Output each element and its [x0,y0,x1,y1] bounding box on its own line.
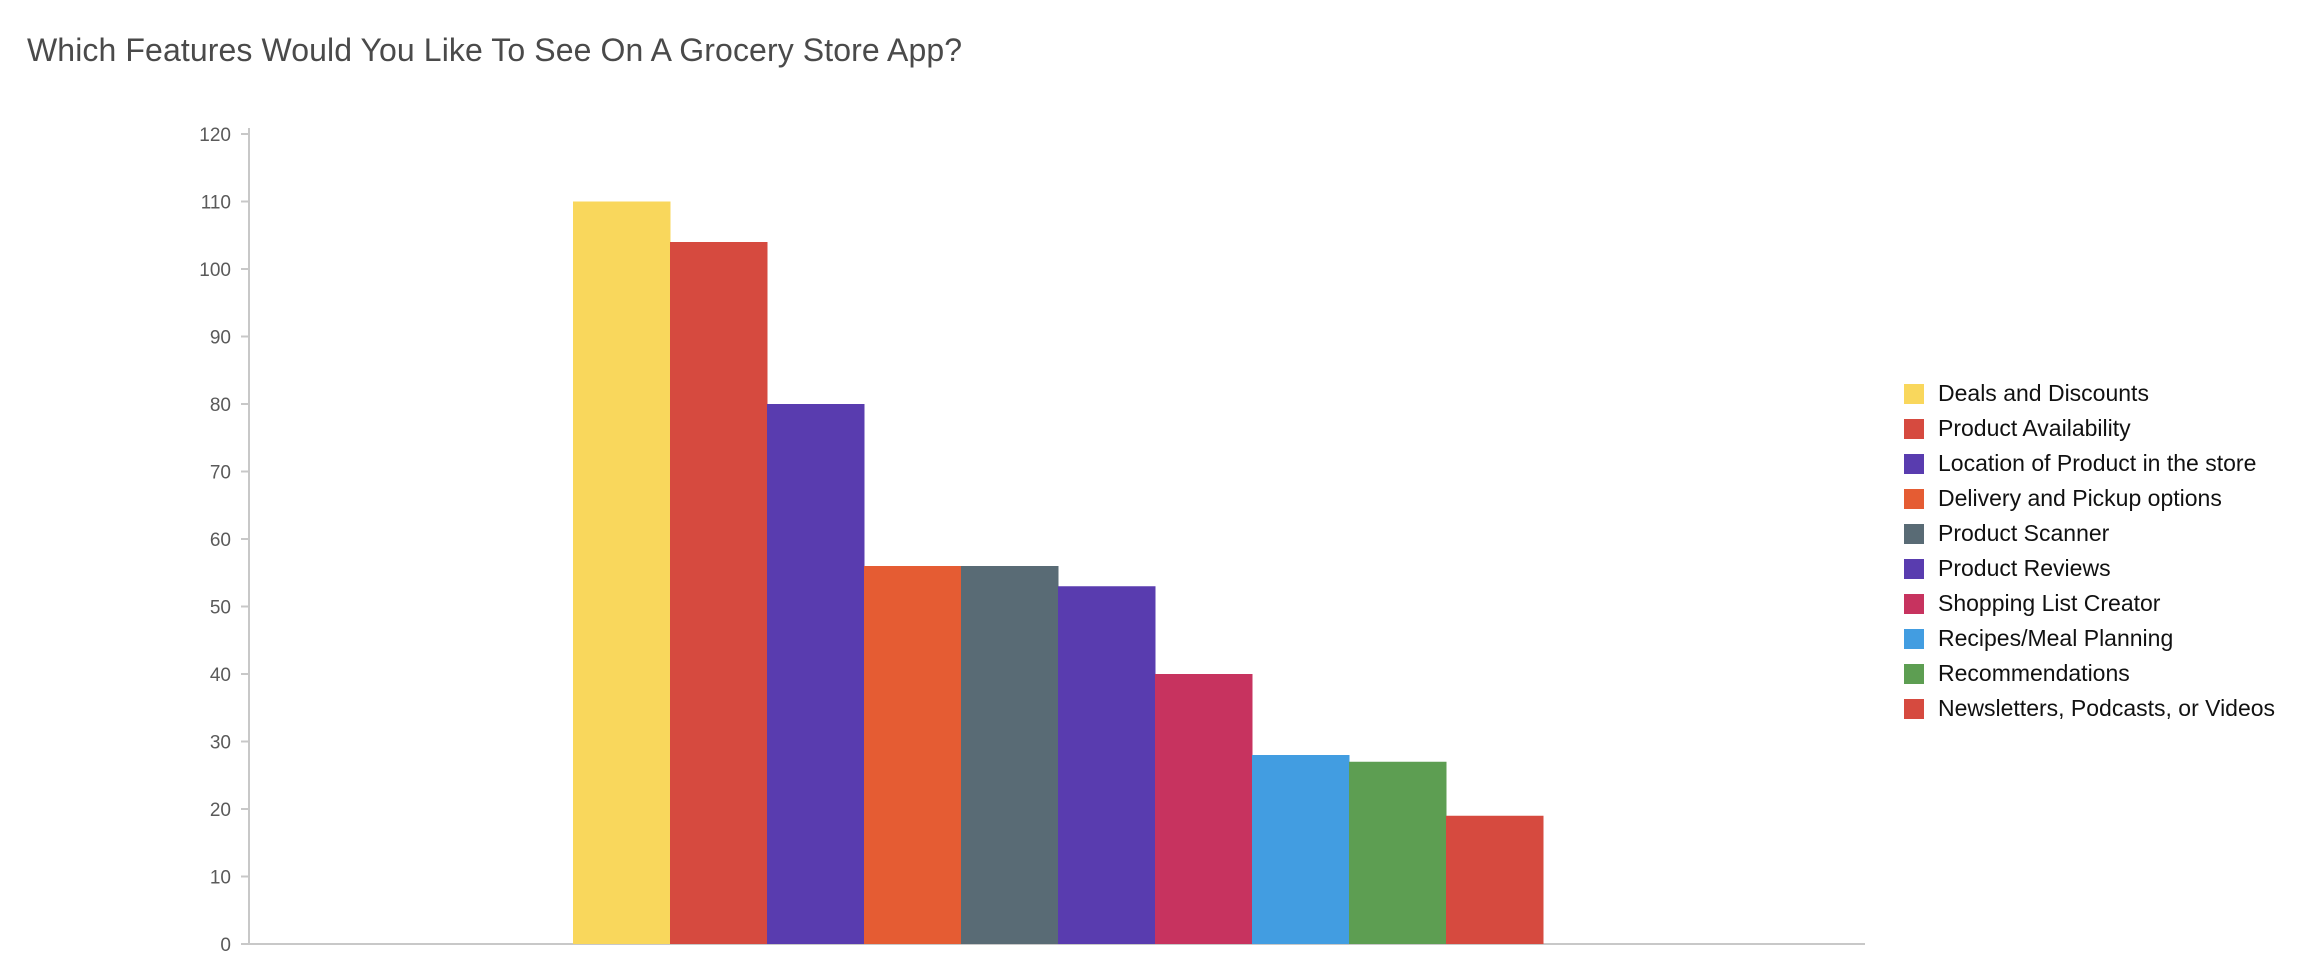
legend-label: Newsletters, Podcasts, or Videos [1938,695,2276,721]
legend-swatch [1904,453,1924,474]
y-tick-label: 100 [199,260,231,281]
y-tick-label: 40 [210,665,231,686]
legend-label: Product Scanner [1938,520,2110,546]
y-tick-label: 120 [199,125,231,146]
legend-swatch [1904,663,1924,684]
bar-2 [670,242,768,944]
y-tick-label: 60 [210,530,231,551]
legend-item: Location of Product in the store [1904,446,2304,481]
legend-label: Shopping List Creator [1938,590,2161,616]
bar-1 [573,201,671,944]
legend-item: Product Reviews [1904,551,2304,586]
legend: Deals and Discounts Product Availability L… [1904,376,2304,726]
bar-4 [864,566,962,944]
bar-5 [961,566,1059,944]
legend-item: Newsletters, Podcasts, or Videos [1904,691,2304,726]
legend-item: Recommendations [1904,656,2304,691]
bar-7 [1155,674,1253,944]
chart-title: Which Features Would You Like To See On … [27,32,963,68]
bar-3 [767,404,865,944]
bars [573,201,1544,944]
legend-swatch [1904,628,1924,649]
y-tick-label: 80 [210,395,231,416]
legend-label: Product Availability [1938,415,2131,441]
legend-item: Product Scanner [1904,516,2304,551]
bar-8 [1252,755,1350,944]
y-tick-label: 30 [210,733,231,754]
legend-label: Recipes/Meal Planning [1938,625,2174,651]
legend-label: Deals and Discounts [1938,380,2149,406]
legend-item: Delivery and Pickup options [1904,481,2304,516]
legend-swatch [1904,698,1924,719]
legend-item: Deals and Discounts [1904,376,2304,411]
legend-swatch [1904,558,1924,579]
legend-label: Location of Product in the store [1938,450,2257,476]
y-tick-label: 50 [210,598,231,619]
legend-swatch [1904,523,1924,544]
y-tick-label: 20 [210,800,231,821]
y-tick-label: 70 [210,463,231,484]
y-tick-label: 10 [210,868,231,889]
legend-item: Recipes/Meal Planning [1904,621,2304,656]
legend-swatch [1904,593,1924,614]
legend-label: Recommendations [1938,660,2130,686]
legend-swatch [1904,488,1924,509]
legend-swatch [1904,418,1924,439]
legend-swatch [1904,383,1924,404]
legend-item: Product Availability [1904,411,2304,446]
y-tick-label: 0 [220,935,231,956]
y-tick-label: 90 [210,328,231,349]
y-axis-ticks: 0 10 20 30 40 50 60 70 80 90 100 110 120 [199,125,249,956]
legend-label: Product Reviews [1938,555,2111,581]
y-tick-label: 110 [201,193,231,214]
bar-9 [1349,761,1447,944]
legend-item: Shopping List Creator [1904,586,2304,621]
legend-label: Delivery and Pickup options [1938,485,2222,511]
bar-6 [1058,586,1156,944]
bar-10 [1446,815,1544,944]
